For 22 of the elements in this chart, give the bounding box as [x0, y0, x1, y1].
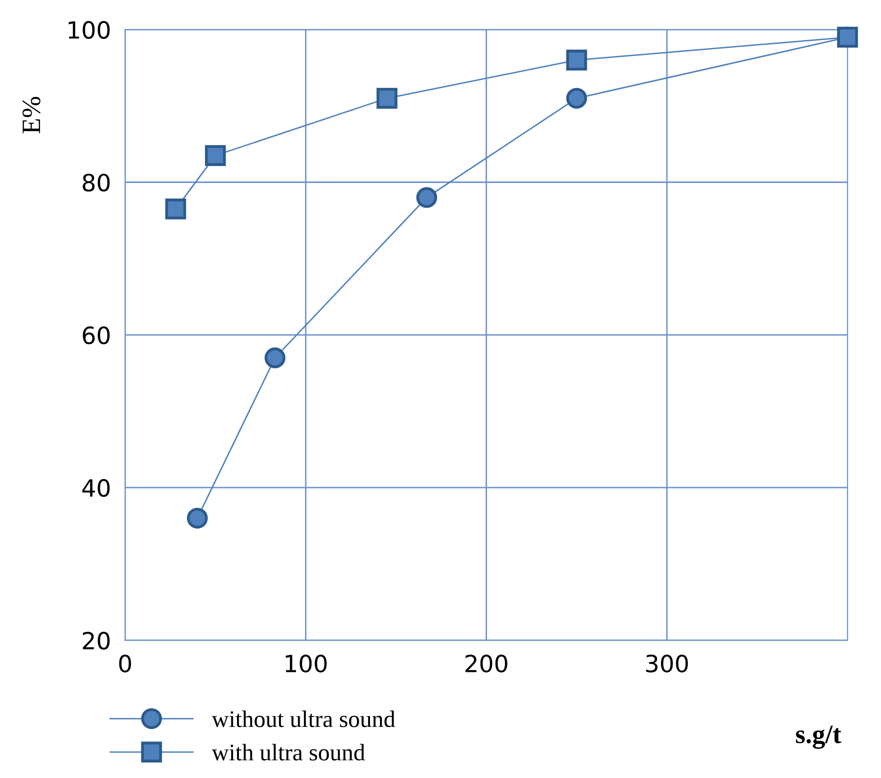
- y-tick-label: 20: [82, 632, 110, 650]
- y-tick-label: 60: [82, 326, 110, 344]
- point: [566, 88, 588, 109]
- point: [376, 88, 398, 109]
- y-tick-label: 80: [82, 174, 110, 192]
- point: [204, 145, 226, 166]
- point: [416, 187, 438, 208]
- point: [837, 26, 858, 48]
- y-axis-title: E%: [22, 96, 40, 134]
- x-axis-title: s.g/t: [796, 726, 842, 749]
- y-tick-label: 40: [82, 479, 110, 497]
- x-tick-label: 200: [466, 654, 508, 672]
- legend-label: with ultra sound: [212, 744, 365, 761]
- point: [566, 50, 588, 71]
- x-tick-label: 100: [286, 654, 327, 672]
- point: [264, 347, 286, 368]
- y-tick-label: 100: [68, 21, 110, 39]
- legend-label: without ultra sound: [212, 710, 396, 728]
- point: [165, 198, 186, 220]
- x-tick-label: 300: [646, 654, 688, 672]
- point: [186, 508, 208, 529]
- x-tick-label: 0: [119, 654, 132, 672]
